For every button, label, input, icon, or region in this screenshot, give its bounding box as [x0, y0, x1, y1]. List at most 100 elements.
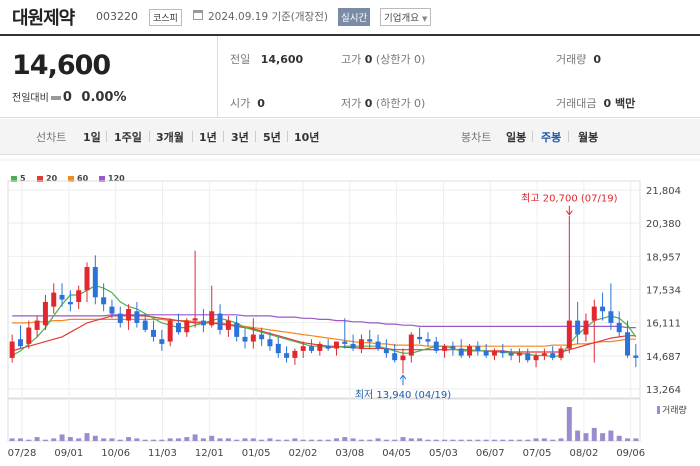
candle-body: [633, 355, 639, 358]
volume-bar: [375, 438, 381, 441]
x-tick-label: 07/05: [523, 448, 552, 459]
x-tick-label: 04/05: [382, 448, 411, 459]
stat-high: 고가 0 (상한가 0): [341, 53, 426, 66]
change-label: 전일대비: [12, 93, 49, 104]
volume-bar: [167, 438, 173, 441]
volume-bar: [491, 439, 497, 441]
legend-ma5-swatch: [11, 175, 17, 182]
candle-body: [134, 311, 140, 323]
candle-body: [84, 266, 90, 291]
candle-body: [275, 343, 281, 354]
candle-body: [425, 339, 431, 342]
volume-bar: [433, 439, 439, 441]
candle-body: [101, 297, 107, 305]
candle-body: [583, 320, 589, 335]
y-tick-label: 18,957: [646, 252, 681, 263]
candle-body: [333, 341, 339, 349]
candle-body: [433, 341, 439, 351]
y-tick-label: 14,687: [646, 352, 681, 363]
period-3m[interactable]: 3개월: [156, 131, 184, 144]
candle-body: [309, 346, 315, 351]
flat-icon: [50, 96, 61, 100]
period-3y[interactable]: 3년: [231, 131, 249, 144]
volume-label: 거래량: [662, 404, 687, 416]
legend-ma20-label: 20: [46, 174, 58, 183]
period-5y[interactable]: 5년: [263, 131, 281, 144]
volume-bar: [117, 439, 123, 441]
volume-bar: [309, 439, 315, 441]
candle-body: [383, 348, 389, 354]
volume-bar: [192, 434, 198, 441]
candle-body: [225, 320, 231, 330]
volume-bar: [200, 438, 206, 441]
stat-amount: 거래대금 0 백만: [556, 97, 636, 110]
volume-bar: [483, 439, 489, 441]
ma60-line: [12, 318, 636, 347]
quote-date: 2024.09.19 기준(개장전): [208, 11, 328, 23]
candle-body: [317, 343, 323, 351]
volume-bar: [541, 438, 547, 441]
volume-bar: [109, 438, 115, 441]
volume-bar: [417, 438, 423, 441]
company-info-dropdown[interactable]: 기업개요 ▼: [380, 8, 432, 26]
period-1d[interactable]: 1일: [83, 131, 101, 144]
candle-body: [550, 353, 556, 358]
company-info-label: 기업개요: [384, 13, 419, 24]
header-divider: [0, 34, 700, 36]
volume-bar: [292, 438, 298, 441]
volume-bar: [400, 437, 406, 441]
volume-bar: [34, 437, 40, 441]
volume-bar: [142, 439, 148, 441]
y-tick-label: 21,804: [646, 186, 681, 197]
candle-body: [76, 290, 82, 302]
stat-volume: 거래량 0: [556, 53, 602, 66]
volume-bar: [608, 430, 614, 441]
x-tick-label: 06/07: [476, 448, 505, 459]
period-1y[interactable]: 1년: [199, 131, 217, 144]
volume-bar: [92, 435, 98, 441]
stat-low: 저가 0 (하한가 0): [341, 97, 426, 110]
volume-bar: [67, 437, 73, 441]
legend-ma20-swatch: [37, 175, 43, 182]
volume-bar: [566, 407, 572, 441]
change-value: 0: [62, 90, 72, 105]
volume-bar: [616, 435, 622, 441]
candle-body: [209, 311, 215, 326]
volume-bar: [516, 439, 522, 441]
candle-daily[interactable]: 일봉: [506, 131, 527, 144]
panel-divider: [217, 36, 218, 118]
high-price-label: 최고 20,700 (07/19): [521, 193, 617, 205]
candle-body: [417, 336, 423, 340]
candle-body: [367, 339, 373, 342]
candle-body: [491, 350, 497, 356]
ma20-line: [12, 315, 636, 353]
stat-prev-close: 전일 14,600: [230, 53, 304, 66]
x-tick-label: 07/28: [8, 448, 37, 459]
candle-body: [59, 294, 65, 300]
legend-ma60-swatch: [68, 175, 74, 182]
volume-bar: [500, 439, 506, 441]
candle-body: [250, 334, 256, 342]
candle-body: [167, 320, 173, 342]
candle-body: [217, 313, 223, 330]
volume-bar: [9, 438, 15, 441]
company-name[interactable]: 대원제약: [12, 8, 75, 29]
x-tick-label: 12/01: [195, 448, 224, 459]
period-1w[interactable]: 1주일: [114, 131, 142, 144]
realtime-button[interactable]: 실시간: [338, 8, 371, 26]
candle-body: [9, 341, 15, 358]
price-change: 전일대비 0 0.00%: [12, 89, 127, 105]
candle-body: [566, 320, 572, 349]
volume-bar: [383, 439, 389, 441]
legend-ma20: 20: [37, 174, 57, 183]
candle-weekly[interactable]: 주봉: [541, 131, 562, 144]
candle-monthly[interactable]: 월봉: [578, 131, 599, 144]
volume-bar: [508, 439, 514, 441]
stock-code: 003220: [96, 10, 138, 23]
toolbar-separator: [192, 131, 193, 142]
period-10y[interactable]: 10년: [294, 131, 320, 144]
volume-plot-frame: [7, 398, 641, 442]
candle-body: [184, 320, 190, 333]
volume-bar: [225, 438, 231, 441]
